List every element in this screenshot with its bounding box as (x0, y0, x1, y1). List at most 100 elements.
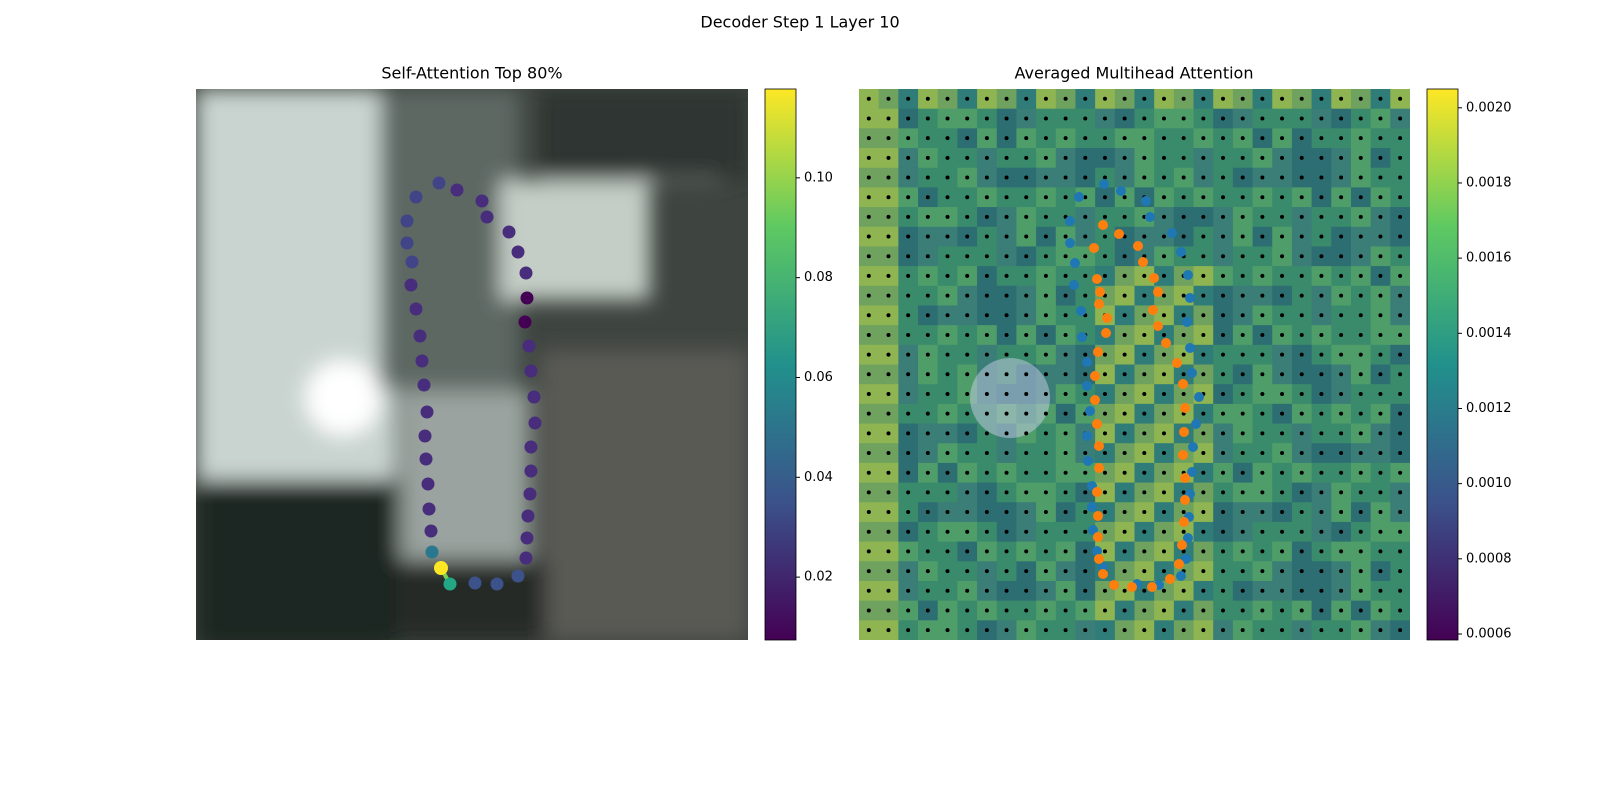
grid-dot (1122, 214, 1127, 219)
grid-dot (945, 608, 950, 613)
trajectory-point (1076, 306, 1086, 316)
trajectory-point (524, 364, 538, 378)
grid-dot (945, 391, 950, 396)
trajectory-point (1114, 229, 1124, 239)
grid-dot (1240, 234, 1245, 239)
grid-dot (1339, 549, 1344, 554)
grid-dot (1339, 470, 1344, 475)
grid-dot (1004, 411, 1009, 416)
grid-dot (984, 470, 989, 475)
street-image (196, 89, 748, 640)
trajectory-point (1093, 511, 1103, 521)
grid-dot (1063, 293, 1068, 298)
grid-dot (1004, 372, 1009, 377)
grid-dot (1024, 549, 1029, 554)
grid-dot (1043, 470, 1048, 475)
grid-dot (925, 411, 930, 416)
grid-dot (984, 155, 989, 160)
grid-dot (906, 155, 911, 160)
grid-dot (1280, 273, 1285, 278)
grid-dot (1299, 214, 1304, 219)
grid-dot (1142, 372, 1147, 377)
grid-dot (1181, 96, 1186, 101)
grid-dot (1024, 116, 1029, 121)
grid-dot (1319, 136, 1324, 141)
trajectory-point (409, 302, 423, 316)
grid-dot (1024, 628, 1029, 633)
grid-dot (1083, 451, 1088, 456)
grid-dot (965, 352, 970, 357)
grid-dot (984, 451, 989, 456)
grid-dot (1063, 234, 1068, 239)
grid-dot (965, 332, 970, 337)
grid-dot (1004, 490, 1009, 495)
grid-dot (1339, 254, 1344, 259)
grid-dot (866, 175, 871, 180)
grid-dot (906, 372, 911, 377)
grid-dot (1339, 628, 1344, 633)
grid-dot (1221, 628, 1226, 633)
grid-dot (886, 490, 891, 495)
grid-dot (866, 136, 871, 141)
trajectory-point (1178, 450, 1188, 460)
grid-dot (866, 628, 871, 633)
grid-dot (1122, 391, 1127, 396)
grid-dot (1398, 549, 1403, 554)
grid-dot (1221, 510, 1226, 515)
grid-dot (866, 569, 871, 574)
grid-dot (1004, 96, 1009, 101)
grid-dot (1122, 332, 1127, 337)
grid-dot (1083, 490, 1088, 495)
grid-dot (1063, 411, 1068, 416)
grid-dot (1221, 155, 1226, 160)
grid-dot (945, 293, 950, 298)
grid-dot (866, 352, 871, 357)
grid-dot (1260, 608, 1265, 613)
trajectory-point (1172, 358, 1182, 368)
grid-dot (1161, 195, 1166, 200)
grid-dot (1221, 529, 1226, 534)
grid-dot (1339, 411, 1344, 416)
grid-dot (1122, 451, 1127, 456)
grid-dot (1142, 451, 1147, 456)
trajectory-point (1188, 442, 1198, 452)
grid-dot (1260, 116, 1265, 121)
grid-dot (1201, 195, 1206, 200)
trajectory-point (519, 551, 533, 565)
trajectory-point (1083, 456, 1093, 466)
grid-dot (1240, 391, 1245, 396)
grid-dot (1102, 451, 1107, 456)
grid-dot (1024, 431, 1029, 436)
grid-dot (1181, 608, 1186, 613)
grid-dot (866, 273, 871, 278)
grid-dot (1024, 510, 1029, 515)
grid-dot (1181, 628, 1186, 633)
grid-dot (945, 254, 950, 259)
grid-dot (1161, 136, 1166, 141)
grid-dot (945, 136, 950, 141)
grid-dot (945, 352, 950, 357)
grid-dot (1122, 470, 1127, 475)
trajectory-point (1095, 287, 1105, 297)
grid-dot (1260, 431, 1265, 436)
grid-dot (1063, 529, 1068, 534)
grid-dot (1358, 431, 1363, 436)
grid-dot (945, 490, 950, 495)
grid-dot (1319, 352, 1324, 357)
trajectory-point (1148, 305, 1158, 315)
grid-dot (1024, 490, 1029, 495)
trajectory-point (424, 524, 438, 538)
grid-dot (1378, 313, 1383, 318)
grid-dot (1260, 293, 1265, 298)
grid-dot (886, 234, 891, 239)
grid-dot (1280, 332, 1285, 337)
grid-dot (1063, 313, 1068, 318)
grid-dot (1142, 155, 1147, 160)
grid-dot (1398, 628, 1403, 633)
grid-dot (1024, 293, 1029, 298)
grid-dot (1260, 470, 1265, 475)
grid-dot (1122, 293, 1127, 298)
grid-dot (1004, 451, 1009, 456)
grid-dot (1358, 214, 1363, 219)
grid-dot (1102, 510, 1107, 515)
